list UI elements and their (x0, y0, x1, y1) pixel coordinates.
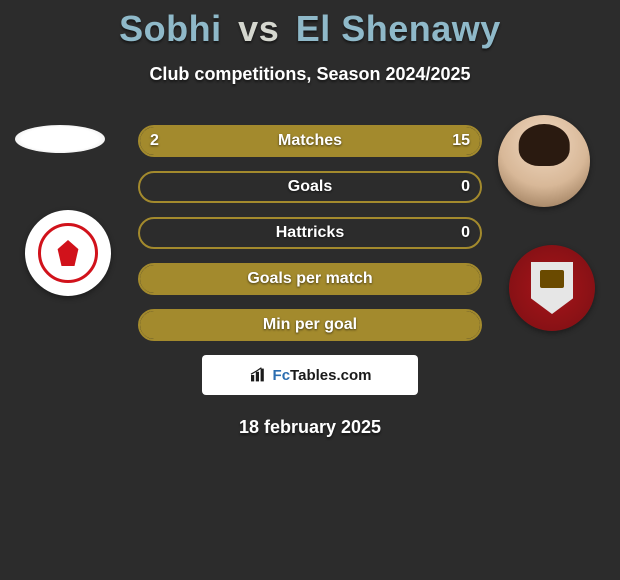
player1-avatar (15, 125, 105, 153)
player2-name: El Shenawy (296, 8, 501, 49)
stat-label: Goals (140, 173, 480, 201)
stat-bar: Min per goal (138, 309, 482, 341)
stat-bar: 0Hattricks (138, 217, 482, 249)
date: 18 february 2025 (0, 417, 620, 438)
stat-label: Min per goal (140, 311, 480, 339)
stat-bars: 215Matches 0Goals 0Hattricks Goals per matc… (138, 125, 482, 341)
player2-avatar (498, 115, 590, 207)
stat-label: Goals per match (140, 265, 480, 293)
subtitle: Club competitions, Season 2024/2025 (0, 64, 620, 85)
comparison-title: Sobhi vs El Shenawy (0, 0, 620, 50)
stat-bar: 0Goals (138, 171, 482, 203)
brand-suffix: Tables.com (290, 367, 371, 384)
player2-club-badge (509, 245, 595, 331)
brand-badge: FcTables.com (202, 355, 418, 395)
player1-club-badge (25, 210, 111, 296)
stat-bar: Goals per match (138, 263, 482, 295)
vs-text: vs (238, 8, 279, 49)
comparison-stage: 215Matches 0Goals 0Hattricks Goals per matc… (0, 125, 620, 341)
stat-label: Hattricks (140, 219, 480, 247)
stat-label: Matches (140, 127, 480, 155)
brand-prefix: Fc (273, 367, 291, 384)
player1-name: Sobhi (119, 8, 221, 49)
stat-bar: 215Matches (138, 125, 482, 157)
chart-icon (249, 367, 269, 383)
